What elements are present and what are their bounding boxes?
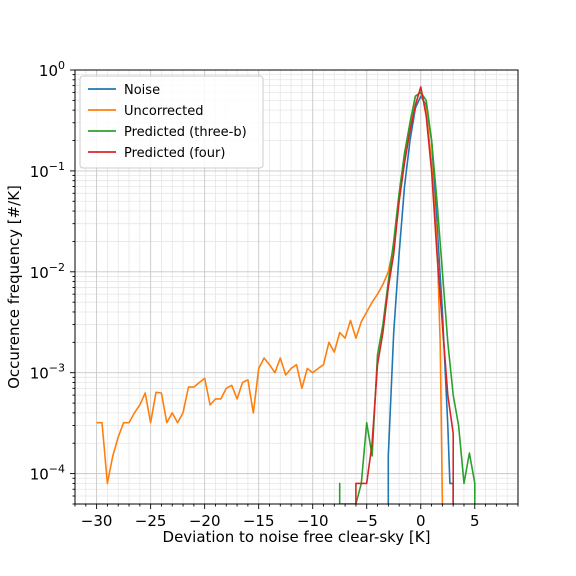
y-axis: 10−4 10−3 10−2 10−1 100 (30, 59, 75, 505)
x-tick-label: −10 (297, 512, 329, 530)
x-axis: −30 −25 −20 −15 −10 −5 0 5 (74, 504, 519, 530)
series-line-1 (96, 91, 444, 504)
legend-label: Noise (124, 83, 160, 98)
y-tick-label: 10−3 (30, 362, 65, 383)
legend-label: Predicted (four) (124, 146, 225, 161)
x-tick-label: −5 (356, 512, 378, 530)
x-tick-label: −25 (135, 512, 167, 530)
legend: Noise Uncorrected Predicted (three-b) Predi… (79, 75, 264, 169)
y-tick-label: 10−2 (30, 261, 65, 282)
x-tick-label: −20 (189, 512, 221, 530)
y-tick-label: 10−1 (30, 160, 65, 181)
x-tick-label: −30 (81, 512, 113, 530)
x-tick-label: −15 (243, 512, 275, 530)
y-axis-title: Occurence frequency [#/K] (5, 185, 23, 389)
y-tick-label: 100 (39, 59, 65, 80)
series-line-2 (338, 91, 476, 504)
x-tick-label: 5 (470, 512, 480, 530)
y-tick-label: 10−4 (30, 463, 65, 484)
series-layer (96, 86, 476, 504)
x-axis-title: Deviation to noise free clear-sky [K] (163, 528, 431, 546)
x-tick-label: 0 (416, 512, 426, 530)
legend-label: Uncorrected (124, 104, 204, 119)
legend-box (79, 75, 264, 169)
series-line-3 (355, 86, 454, 504)
legend-label: Predicted (three-b) (124, 125, 247, 140)
